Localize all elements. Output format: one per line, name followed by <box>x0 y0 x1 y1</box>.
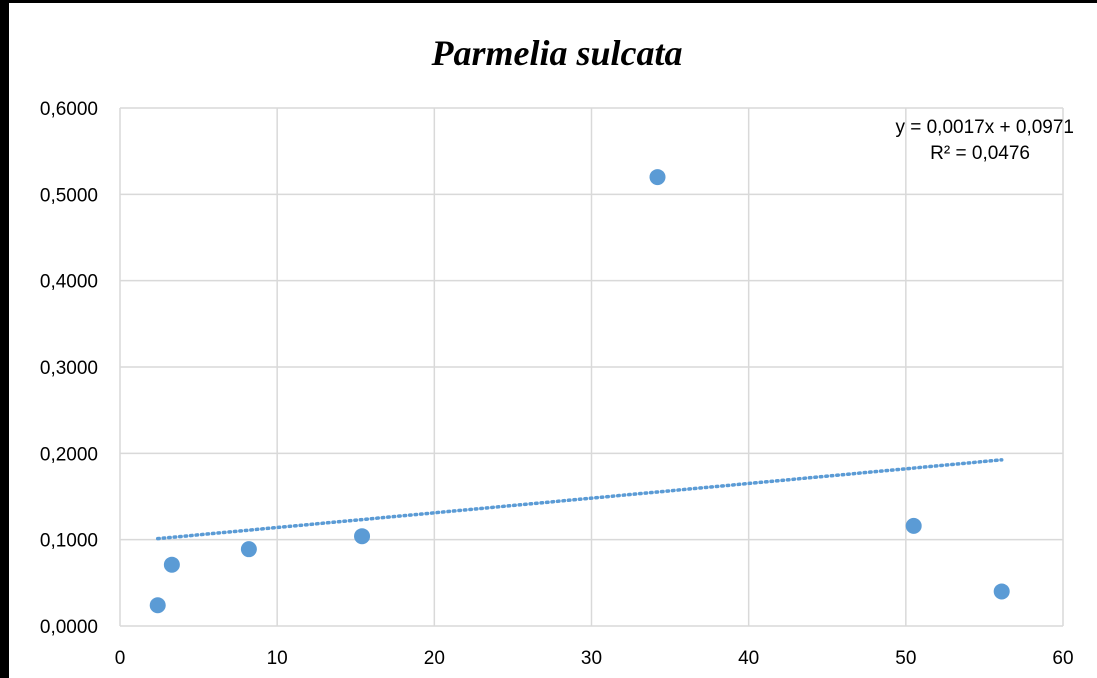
trendline-equation: y = 0,0017x + 0,0971 <box>895 117 1074 138</box>
y-tick-label: 0,0000 <box>40 617 98 638</box>
y-tick-label: 0,1000 <box>40 531 98 552</box>
data-point <box>240 541 257 558</box>
grid-lines <box>119 107 1064 627</box>
data-point <box>149 597 166 614</box>
data-point <box>163 556 180 573</box>
x-tick-label: 10 <box>267 648 288 669</box>
data-point <box>649 169 666 186</box>
y-tick-label: 0,4000 <box>40 272 98 293</box>
y-tick-label: 0,2000 <box>40 444 98 465</box>
trendline-r2: R² = 0,0476 <box>930 143 1030 164</box>
y-tick-label: 0,5000 <box>40 185 98 206</box>
x-tick-label: 40 <box>738 648 759 669</box>
y-tick-labels: 0,0000 0,1000 0,2000 0,3000 0,4000 0,5000 0,60… <box>40 99 98 638</box>
trendline-group <box>155 458 1004 541</box>
y-tick-label: 0,6000 <box>40 99 98 120</box>
chart-title: Parmelia sulcata <box>431 33 683 73</box>
x-tick-label: 20 <box>424 648 445 669</box>
x-tick-label: 60 <box>1052 648 1073 669</box>
data-point <box>354 528 371 545</box>
x-tick-label: 0 <box>115 648 126 669</box>
x-tick-labels: 0 10 20 30 40 50 60 <box>115 648 1074 669</box>
data-point <box>993 583 1010 600</box>
trendline <box>155 458 1004 541</box>
x-tick-label: 30 <box>581 648 602 669</box>
data-point <box>905 517 922 534</box>
data-points <box>149 169 1010 614</box>
x-tick-label: 50 <box>895 648 916 669</box>
y-tick-label: 0,3000 <box>40 358 98 379</box>
